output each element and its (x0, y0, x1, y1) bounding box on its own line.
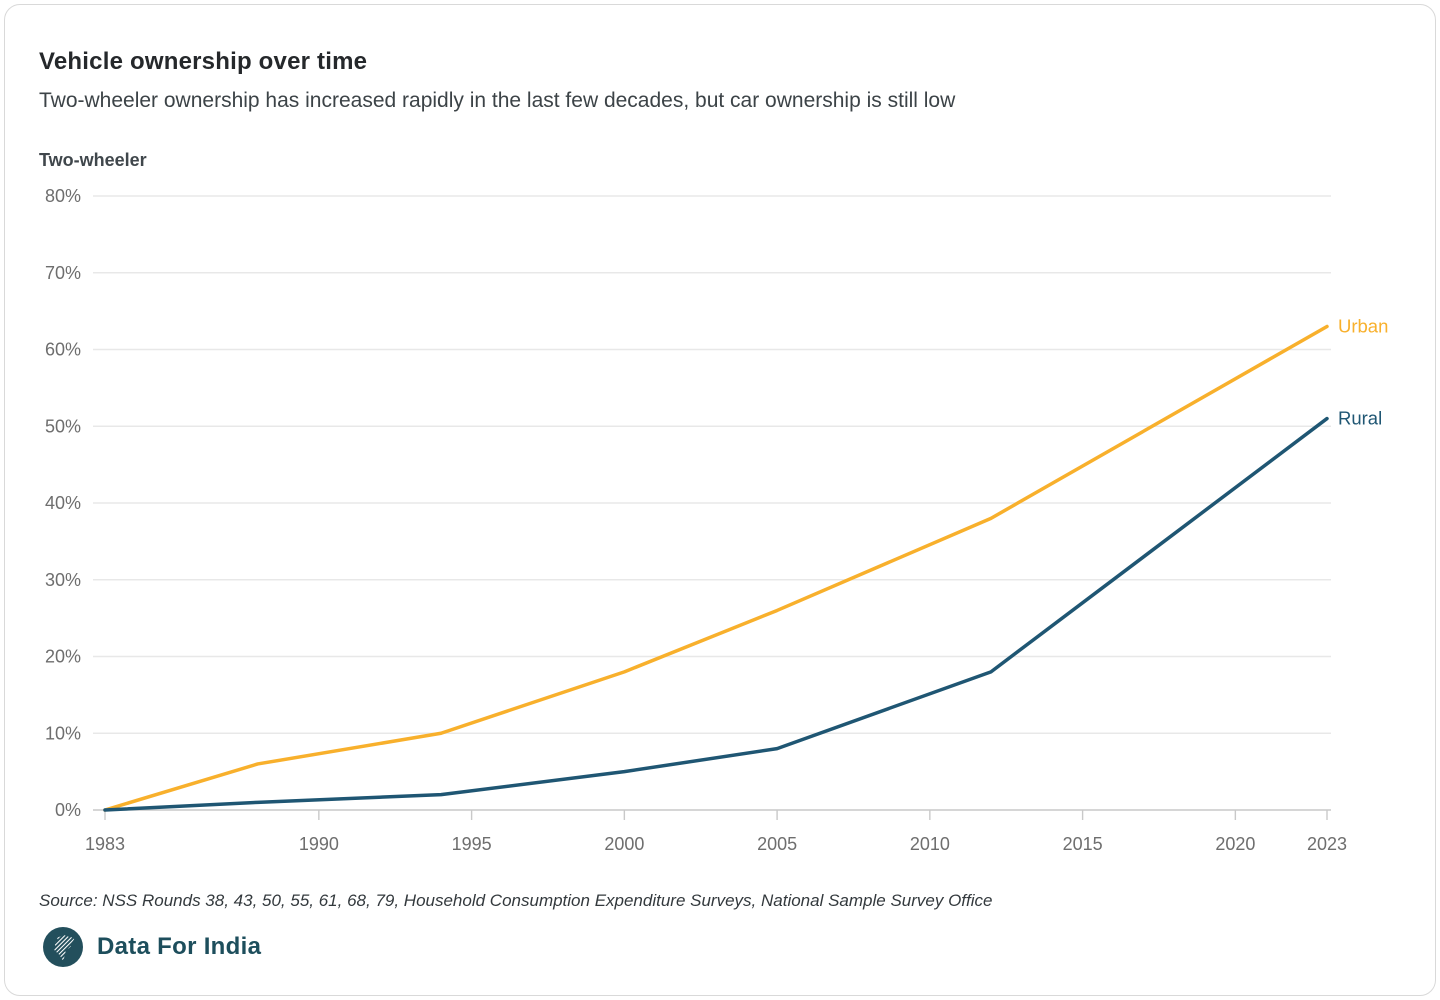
x-tick-label: 2000 (604, 834, 644, 854)
y-tick-label: 10% (45, 723, 81, 743)
y-tick-label: 80% (45, 186, 81, 206)
y-tick-label: 30% (45, 570, 81, 590)
x-tick-label: 2015 (1063, 834, 1103, 854)
y-tick-label: 0% (55, 800, 81, 820)
y-tick-label: 50% (45, 416, 81, 436)
data-for-india-logo-icon (43, 927, 83, 967)
source-note: Source: NSS Rounds 38, 43, 50, 55, 61, 6… (39, 891, 993, 910)
x-tick-label: 1995 (452, 834, 492, 854)
x-tick-label: 2023 (1307, 834, 1347, 854)
chart-subtitle: Two-wheeler ownership has increased rapi… (39, 89, 956, 112)
y-tick-label: 70% (45, 263, 81, 283)
brand-logo: Data For India (43, 927, 261, 967)
series-line-urban (103, 324, 1329, 812)
y-tick-label: 40% (45, 493, 81, 513)
series-line-rural (103, 416, 1329, 812)
chart-title: Vehicle ownership over time (39, 48, 368, 75)
series-end-label-rural: Rural (1338, 408, 1382, 429)
series-end-label-urban: Urban (1338, 315, 1388, 336)
y-axis-panel-label: Two-wheeler (39, 150, 147, 170)
y-tick-label: 20% (45, 647, 81, 667)
x-tick-label: 2020 (1215, 834, 1255, 854)
chart-card: 0% 10% 20% 30% 40% 50% 60% 70% 80% 1983 1990 1995 20… (4, 4, 1436, 996)
line-chart: 0% 10% 20% 30% 40% 50% 60% 70% 80% 1983 1990 1995 20… (45, 186, 1388, 854)
x-tick-label: 2005 (757, 834, 797, 854)
y-tick-label: 60% (45, 340, 81, 360)
x-tick-label: 2010 (910, 834, 950, 854)
brand-wordmark: Data For India (97, 933, 262, 960)
x-tick-label: 1990 (299, 834, 339, 854)
x-tick-label: 1983 (85, 834, 125, 854)
